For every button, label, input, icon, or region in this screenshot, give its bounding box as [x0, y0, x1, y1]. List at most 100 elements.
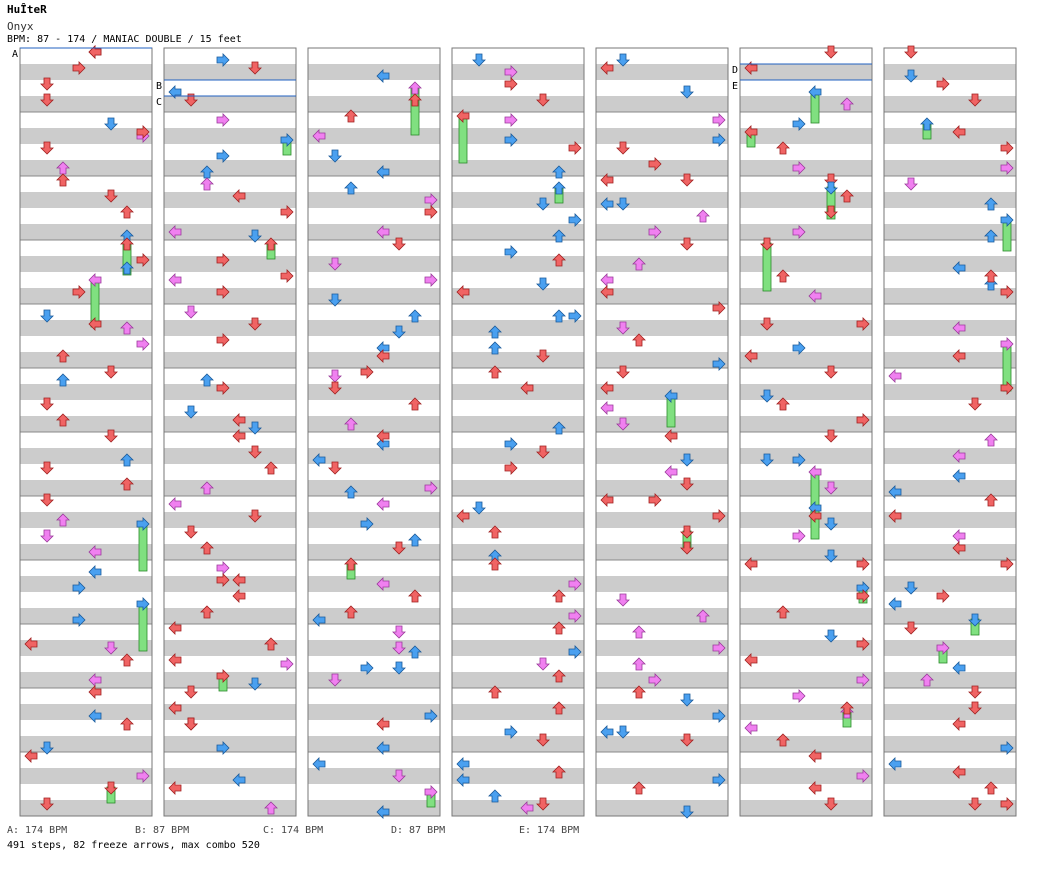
bpm-legend-item: E: 174 BPM	[519, 825, 580, 836]
bpm-legend-item: C: 174 BPM	[263, 825, 324, 836]
step-arrow	[536, 733, 550, 747]
step-arrow	[40, 309, 54, 323]
step-arrow	[936, 641, 950, 655]
step-arrow	[792, 117, 806, 131]
step-arrow	[536, 349, 550, 363]
step-arrow	[392, 625, 406, 639]
step-arrow	[904, 69, 918, 83]
step-arrow	[792, 341, 806, 355]
step-arrow	[488, 525, 502, 539]
step-arrow	[168, 85, 182, 99]
step-arrow	[792, 225, 806, 239]
step-arrow	[600, 381, 614, 395]
step-arrow	[616, 197, 630, 211]
step-arrow	[744, 653, 758, 667]
step-arrow	[680, 733, 694, 747]
arrow-layer	[24, 45, 150, 811]
step-arrow	[824, 45, 838, 59]
step-arrow	[952, 469, 966, 483]
step-arrow	[792, 529, 806, 543]
step-arrow	[488, 557, 502, 571]
step-arrow	[328, 381, 342, 395]
step-arrow	[680, 805, 694, 819]
step-arrow	[552, 165, 566, 179]
step-arrow	[344, 557, 358, 571]
step-arrow	[888, 597, 902, 611]
step-arrow	[376, 429, 390, 443]
step-arrow	[424, 205, 438, 219]
step-arrow	[120, 205, 134, 219]
step-arrow	[808, 85, 822, 99]
step-arrow	[280, 205, 294, 219]
step-arrow	[328, 293, 342, 307]
step-arrow	[120, 261, 134, 275]
step-arrow	[776, 733, 790, 747]
step-arrow	[632, 685, 646, 699]
step-arrow	[648, 225, 662, 239]
step-arrow	[808, 289, 822, 303]
step-arrow	[776, 269, 790, 283]
step-arrow	[712, 509, 726, 523]
step-arrow	[328, 257, 342, 271]
step-arrow	[600, 61, 614, 75]
step-arrow	[904, 581, 918, 595]
step-arrow	[984, 781, 998, 795]
step-arrow	[392, 541, 406, 555]
step-arrow	[680, 477, 694, 491]
step-arrow	[1000, 557, 1014, 571]
step-arrow	[552, 701, 566, 715]
step-arrow	[680, 541, 694, 555]
step-arrow	[328, 369, 342, 383]
step-arrow	[408, 533, 422, 547]
step-arrow	[952, 261, 966, 275]
step-arrow	[552, 765, 566, 779]
step-arrow	[504, 133, 518, 147]
step-arrow	[952, 541, 966, 555]
step-arrow	[360, 365, 374, 379]
step-arrow	[376, 577, 390, 591]
step-arrow	[424, 709, 438, 723]
step-arrow	[72, 285, 86, 299]
step-arrow	[552, 229, 566, 243]
step-arrow	[392, 237, 406, 251]
step-arrow	[104, 781, 118, 795]
step-arrow	[616, 141, 630, 155]
step-arrow	[968, 93, 982, 107]
step-arrow	[888, 485, 902, 499]
step-arrow	[24, 637, 38, 651]
step-arrow	[664, 389, 678, 403]
step-arrow	[792, 689, 806, 703]
step-arrow	[920, 117, 934, 131]
step-arrow	[552, 181, 566, 195]
step-arrow	[856, 673, 870, 687]
bpm-marker-label: E	[732, 81, 738, 92]
step-arrow	[456, 509, 470, 523]
step-arrow	[248, 421, 262, 435]
step-arrow	[232, 773, 246, 787]
step-arrow	[104, 189, 118, 203]
step-arrow	[40, 397, 54, 411]
step-arrow	[56, 513, 70, 527]
measure-column	[307, 47, 441, 817]
step-arrow	[1000, 161, 1014, 175]
step-arrow	[808, 509, 822, 523]
step-arrow	[184, 525, 198, 539]
step-arrow	[408, 93, 422, 107]
step-arrow	[328, 673, 342, 687]
step-arrow	[968, 701, 982, 715]
step-arrow	[232, 413, 246, 427]
step-arrow	[264, 637, 278, 651]
step-arrow	[616, 321, 630, 335]
step-arrow	[632, 257, 646, 271]
step-arrow	[904, 45, 918, 59]
step-arrow	[232, 429, 246, 443]
step-arrow	[952, 349, 966, 363]
step-arrow	[120, 653, 134, 667]
step-arrow	[344, 181, 358, 195]
step-arrow	[920, 673, 934, 687]
measure-column	[883, 47, 1017, 817]
step-arrow	[376, 717, 390, 731]
step-arrow	[248, 509, 262, 523]
step-arrow	[488, 365, 502, 379]
step-arrow	[600, 285, 614, 299]
